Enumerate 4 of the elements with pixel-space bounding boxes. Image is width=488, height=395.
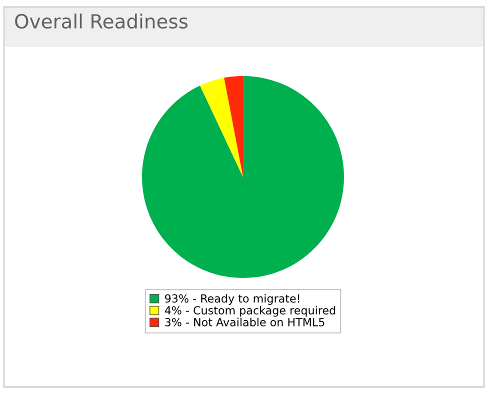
legend-label: 3% - Not Available on HTML5 (165, 318, 324, 326)
legend-label: 4% - Custom package required (164, 306, 336, 317)
legend-label: 93% - Ready to migrate! (165, 294, 300, 305)
chart-title: Overall Readiness (15, 14, 188, 29)
